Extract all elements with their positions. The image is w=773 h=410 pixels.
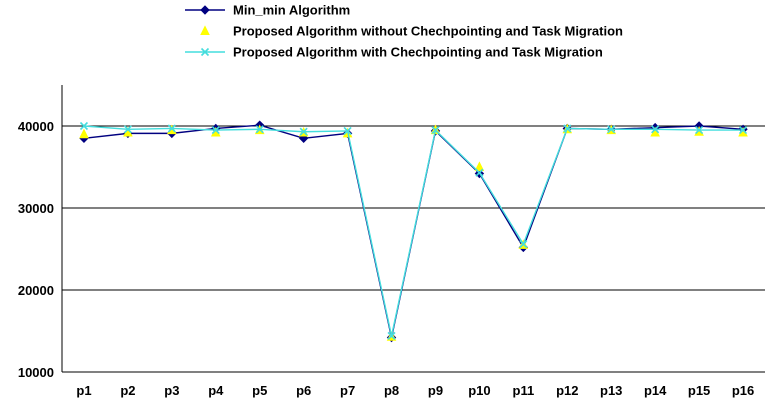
data-point <box>694 126 704 136</box>
series-line <box>83 125 744 337</box>
data-point <box>167 124 177 135</box>
legend-marker <box>200 5 210 15</box>
y-tick-label: 40000 <box>18 119 54 134</box>
data-point <box>651 125 660 134</box>
data-point <box>474 161 485 171</box>
legend-marker <box>200 47 210 57</box>
legend-label: Proposed Algorithm with Chechpointing an… <box>233 45 603 60</box>
data-point <box>475 168 484 177</box>
data-point <box>738 126 748 135</box>
legend-marker <box>200 25 210 35</box>
x-tick-label: p3 <box>164 383 179 398</box>
x-tick-label: p12 <box>556 383 578 398</box>
data-point <box>431 126 440 135</box>
x-tick-label: p2 <box>120 383 135 398</box>
x-tick-label: p16 <box>732 383 754 398</box>
y-axis-ticks: 10000 20000 30000 40000 <box>18 119 54 380</box>
x-tick-label: p14 <box>644 383 667 398</box>
data-point <box>299 127 308 136</box>
x-tick-label: p13 <box>600 383 622 398</box>
x-tick-label: p6 <box>296 383 311 398</box>
y-tick-label: 10000 <box>18 365 54 380</box>
legend-label: Min_min Algorithm <box>233 3 350 18</box>
x-tick-label: p10 <box>468 383 490 398</box>
x-tick-label: p8 <box>384 383 399 398</box>
legend: Min_min Algorithm Proposed Algorithm with… <box>185 3 623 60</box>
data-point <box>255 125 264 134</box>
data-point <box>563 124 572 133</box>
series-group <box>79 120 748 343</box>
data-point <box>211 126 220 135</box>
data-point <box>519 240 528 249</box>
data-point <box>167 124 176 133</box>
data-point <box>343 126 352 135</box>
data-point <box>607 125 616 134</box>
x-tick-label: p4 <box>208 383 224 398</box>
x-tick-label: p1 <box>76 383 91 398</box>
data-point <box>387 331 396 340</box>
data-point <box>123 125 132 134</box>
x-tick-label: p15 <box>688 383 710 398</box>
series-3 <box>79 121 748 340</box>
x-tick-label: p5 <box>252 383 267 398</box>
x-tick-label: p11 <box>513 383 535 398</box>
x-tick-label: p9 <box>428 383 443 398</box>
x-tick-label: p7 <box>340 383 355 398</box>
y-tick-label: 30000 <box>18 201 54 216</box>
data-point <box>79 121 89 131</box>
y-tick-label: 20000 <box>18 283 54 298</box>
legend-label: Proposed Algorithm without Chechpointing… <box>233 24 623 39</box>
x-axis-ticks: p1 p2 p3 p4 p5 p6 p7 p8 p9 p10 p11 p12 p13 p14 p15 p16 <box>76 383 754 398</box>
data-point <box>79 128 89 139</box>
grid <box>62 125 765 373</box>
data-point <box>695 126 704 135</box>
